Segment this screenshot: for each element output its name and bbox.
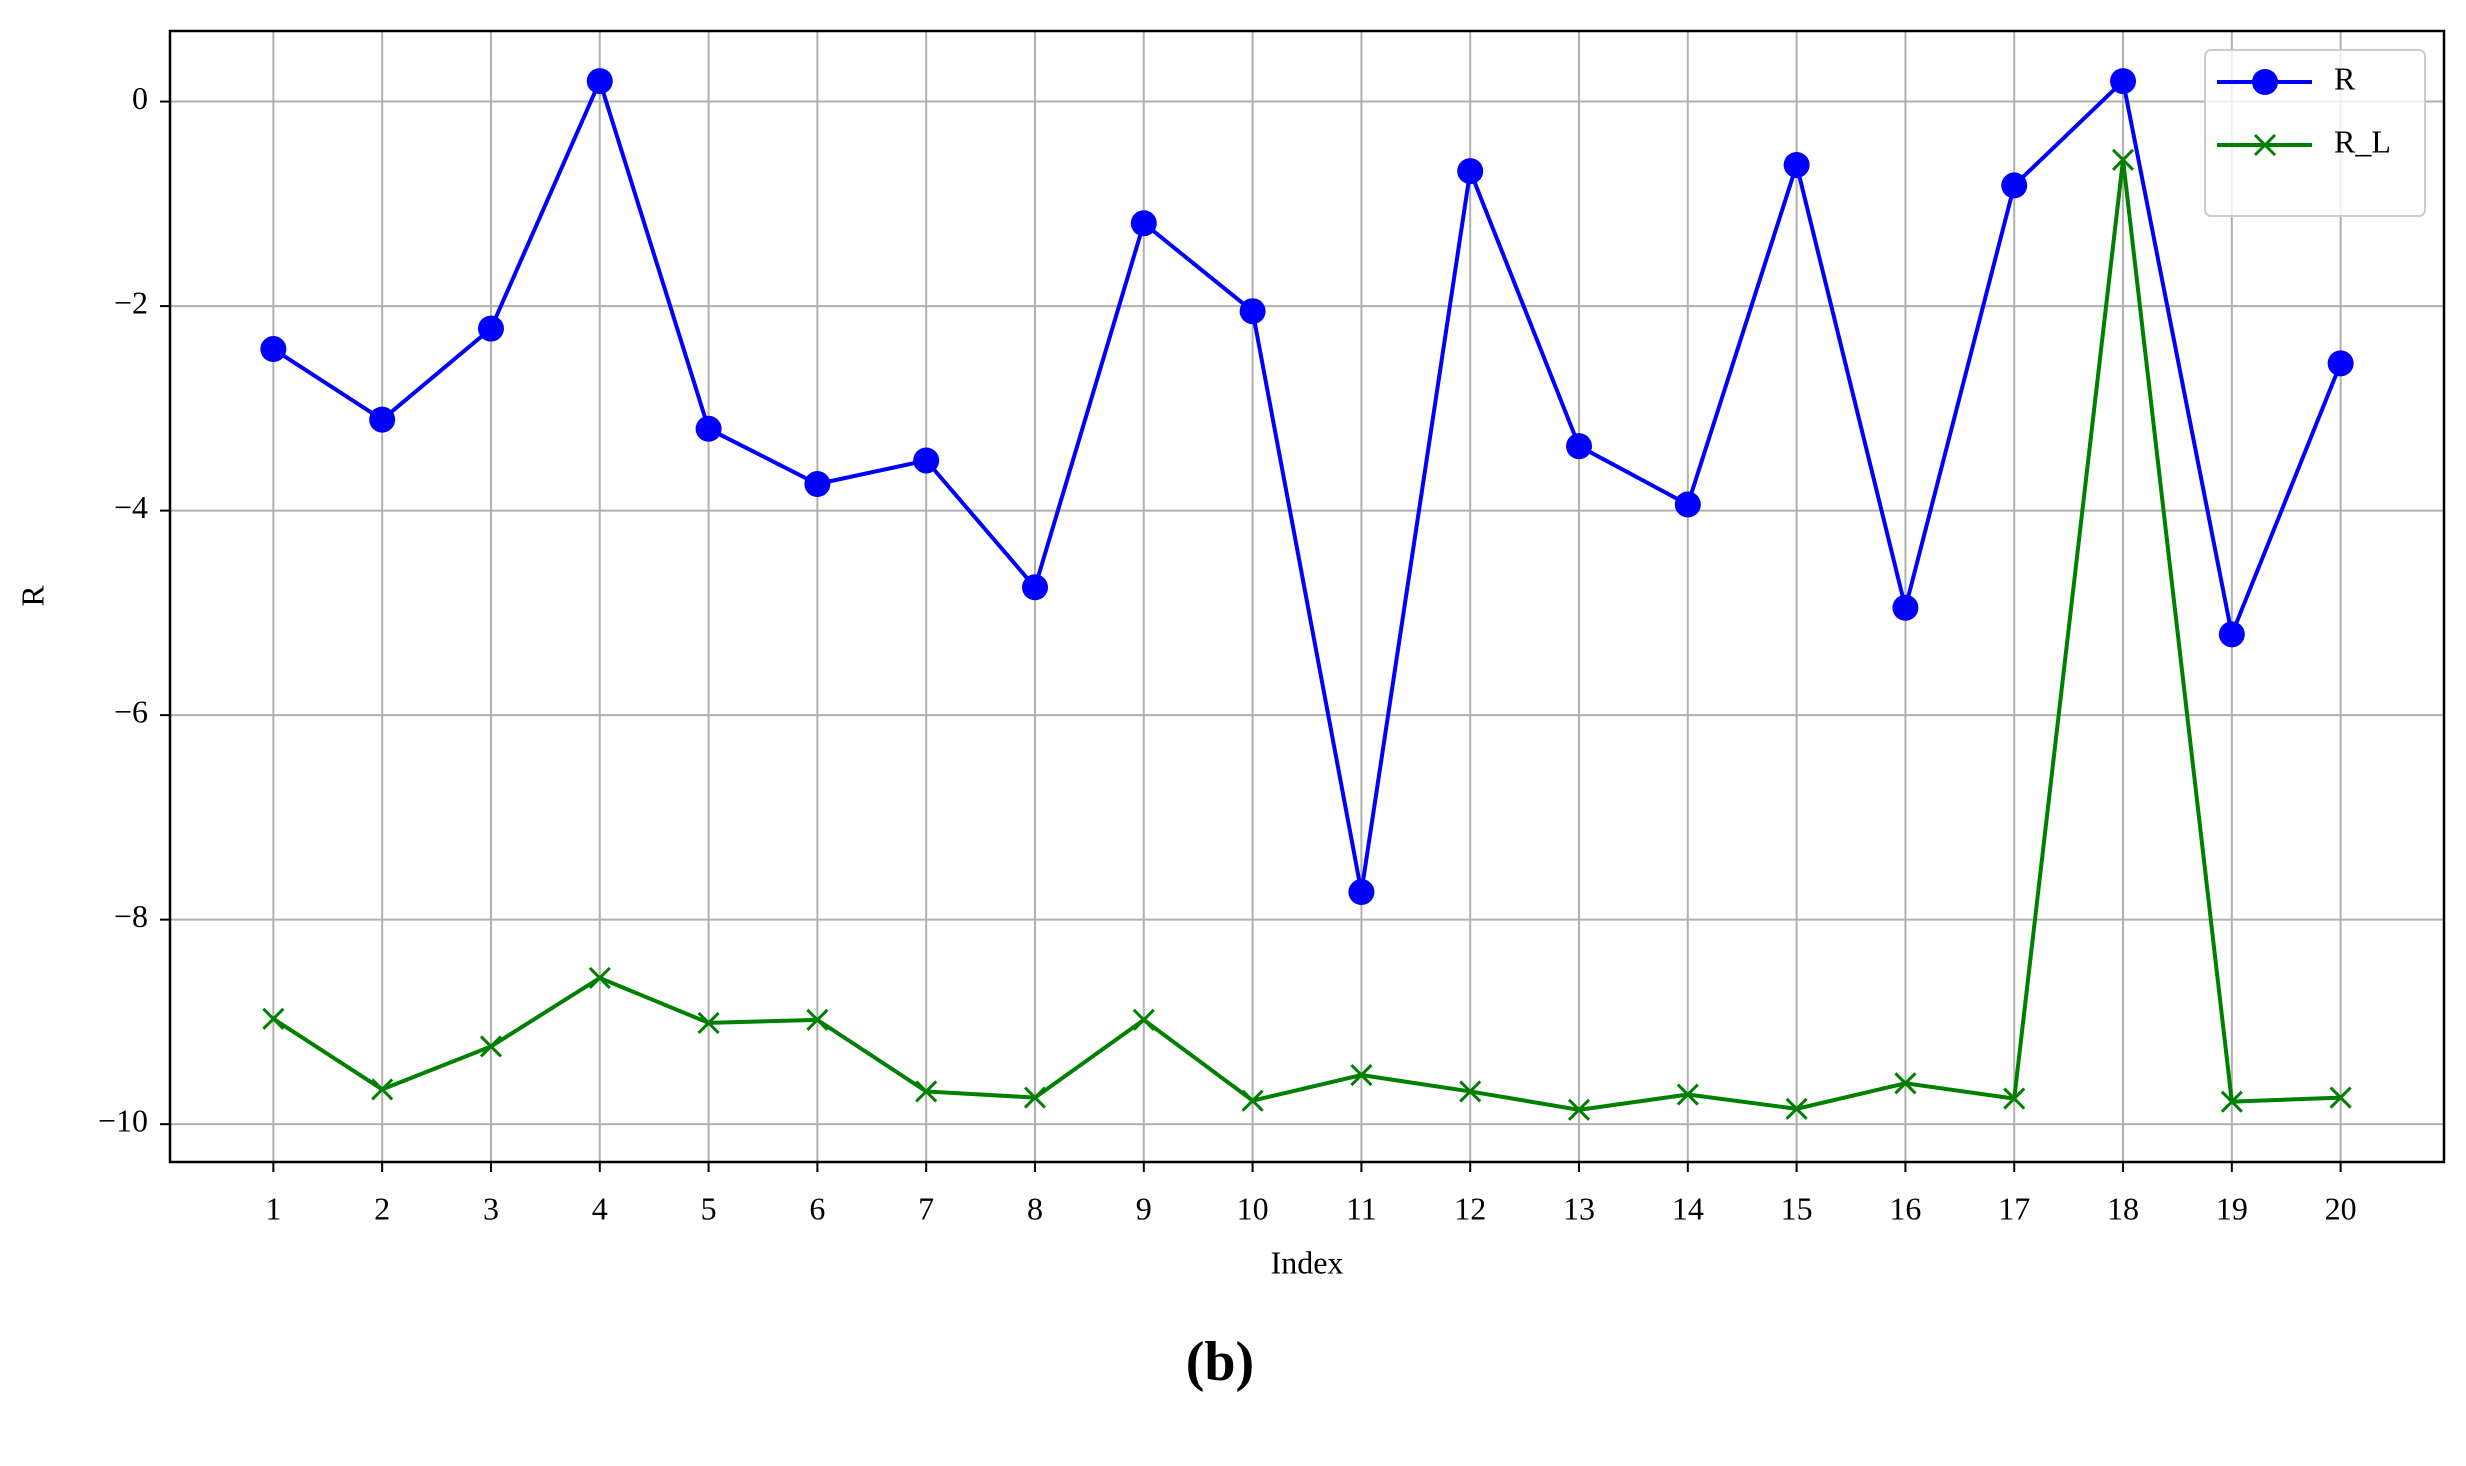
plot-frame: [168, 29, 2446, 1164]
x-tick-label: 2: [374, 1190, 390, 1226]
point: [2218, 621, 2245, 648]
point: [1567, 1098, 1591, 1121]
point: [695, 415, 722, 442]
x-tick-label: 10: [1237, 1190, 1269, 1226]
point: [1023, 1086, 1047, 1109]
point: [1350, 1064, 1373, 1087]
y-tick-label: −4: [114, 489, 148, 525]
point: [2003, 1087, 2026, 1110]
series-line: [272, 75, 2343, 893]
point: [1130, 210, 1157, 237]
point: [913, 447, 940, 474]
legend-marker: [2253, 133, 2277, 157]
x-tick-label: 4: [592, 1190, 608, 1226]
point: [697, 1011, 720, 1034]
point: [1132, 1008, 1155, 1031]
point: [2001, 172, 2028, 199]
point: [1457, 158, 1484, 185]
point: [2110, 68, 2137, 95]
point: [2329, 1086, 2352, 1109]
x-tick-label: 15: [1781, 1190, 1813, 1226]
point: [804, 471, 831, 498]
point: [1566, 433, 1593, 460]
point: [1021, 574, 1048, 601]
caption: (b): [1186, 1331, 1254, 1393]
y-tick-label: −6: [114, 693, 148, 729]
point: [1459, 1080, 1482, 1103]
point: [1676, 1083, 1699, 1106]
y-axis-label: R: [14, 585, 50, 607]
x-tick-label: 7: [918, 1190, 934, 1226]
point: [586, 68, 613, 95]
series-line: [272, 159, 2341, 1112]
point: [1674, 491, 1701, 518]
x-tick-label: 20: [2325, 1190, 2357, 1226]
y-tick-label: 0: [132, 80, 148, 116]
x-tick-label: 6: [809, 1190, 825, 1226]
point: [371, 1078, 394, 1101]
legend-box: [2204, 49, 2426, 217]
y-tick-label: −10: [98, 1103, 148, 1139]
x-tick-label: 16: [1889, 1190, 1921, 1226]
point: [262, 1007, 285, 1030]
legend-label: R: [2334, 60, 2356, 96]
legend-marker: [2252, 69, 2278, 95]
point: [1239, 298, 1266, 325]
point: [477, 315, 504, 342]
x-tick-label: 8: [1027, 1190, 1043, 1226]
point: [1783, 151, 1810, 178]
point: [2220, 1090, 2243, 1113]
x-tick-label: 18: [2107, 1190, 2139, 1226]
point: [1892, 594, 1919, 621]
x-tick-label: 1: [265, 1190, 281, 1226]
point: [369, 406, 396, 433]
y-tick-label: −2: [114, 284, 148, 320]
x-tick-label: 12: [1454, 1190, 1486, 1226]
legend-label: R_L: [2334, 123, 2391, 159]
point: [1894, 1072, 1917, 1095]
point: [1241, 1089, 1264, 1112]
x-tick-label: 3: [483, 1190, 499, 1226]
point: [2111, 148, 2135, 171]
x-axis-label: Index: [1271, 1244, 1344, 1280]
x-tick-label: 9: [1136, 1190, 1152, 1226]
x-tick-label: 5: [701, 1190, 717, 1226]
y-tick-label: −8: [114, 898, 148, 934]
point: [915, 1080, 938, 1103]
point: [260, 336, 287, 363]
x-tick-label: 19: [2216, 1190, 2248, 1226]
point: [1348, 879, 1375, 906]
x-tick-label: 13: [1563, 1190, 1595, 1226]
x-tick-label: 14: [1672, 1190, 1704, 1226]
x-tick-label: 11: [1346, 1190, 1377, 1226]
point: [806, 1008, 829, 1031]
point: [588, 966, 611, 989]
point: [1785, 1097, 1808, 1120]
x-tick-label: 17: [1998, 1190, 2030, 1226]
point: [2327, 350, 2354, 377]
point: [479, 1035, 503, 1058]
